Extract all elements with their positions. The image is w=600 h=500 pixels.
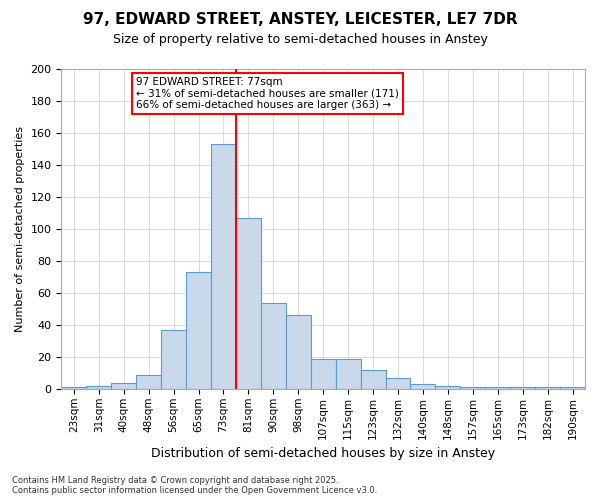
Bar (460, 388, 485, 389)
Text: Size of property relative to semi-detached houses in Anstey: Size of property relative to semi-detach… (113, 32, 487, 46)
Text: Contains HM Land Registry data © Crown copyright and database right 2025.
Contai: Contains HM Land Registry data © Crown c… (12, 476, 377, 495)
Bar (535, 388, 560, 389)
Bar (211, 144, 236, 389)
Bar (136, 374, 161, 389)
Bar (286, 316, 311, 389)
Bar (386, 378, 410, 389)
Bar (111, 382, 136, 389)
Bar (186, 272, 211, 389)
X-axis label: Distribution of semi-detached houses by size in Anstey: Distribution of semi-detached houses by … (151, 447, 495, 460)
Bar (61, 388, 86, 389)
Bar (560, 388, 585, 389)
Bar (361, 370, 386, 389)
Bar (311, 358, 335, 389)
Bar (485, 388, 510, 389)
Bar (261, 302, 286, 389)
Bar (161, 330, 186, 389)
Bar (410, 384, 436, 389)
Bar (236, 218, 261, 389)
Text: 97 EDWARD STREET: 77sqm
← 31% of semi-detached houses are smaller (171)
66% of s: 97 EDWARD STREET: 77sqm ← 31% of semi-de… (136, 77, 399, 110)
Bar (86, 386, 111, 389)
Bar (335, 358, 361, 389)
Bar (510, 388, 535, 389)
Y-axis label: Number of semi-detached properties: Number of semi-detached properties (15, 126, 25, 332)
Bar (436, 386, 460, 389)
Text: 97, EDWARD STREET, ANSTEY, LEICESTER, LE7 7DR: 97, EDWARD STREET, ANSTEY, LEICESTER, LE… (83, 12, 517, 28)
